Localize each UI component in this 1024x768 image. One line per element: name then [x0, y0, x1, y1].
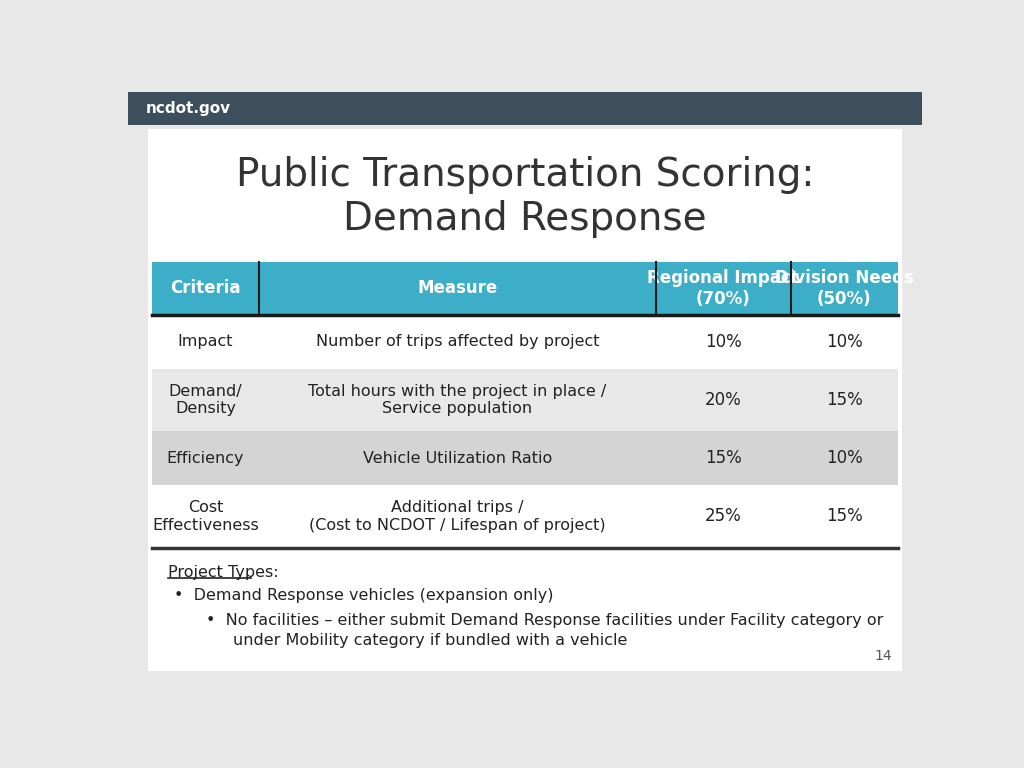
Text: 15%: 15% — [825, 508, 862, 525]
Text: Measure: Measure — [417, 280, 498, 297]
Text: under Mobility category if bundled with a vehicle: under Mobility category if bundled with … — [232, 634, 627, 648]
Bar — [655, 315, 791, 369]
Bar — [152, 369, 259, 431]
Text: 14: 14 — [874, 650, 892, 664]
Text: ncdot.gov: ncdot.gov — [145, 101, 230, 116]
Text: 10%: 10% — [825, 449, 862, 467]
Bar — [259, 485, 655, 548]
Text: Demand Response: Demand Response — [343, 200, 707, 238]
Text: Demand/
Density: Demand/ Density — [169, 384, 243, 416]
Bar — [791, 263, 898, 315]
Text: Cost
Effectiveness: Cost Effectiveness — [152, 500, 259, 533]
Bar — [791, 485, 898, 548]
Text: Total hours with the project in place /
Service population: Total hours with the project in place / … — [308, 384, 606, 416]
Bar — [259, 315, 655, 369]
Text: Regional Impact
(70%): Regional Impact (70%) — [647, 269, 799, 308]
Bar — [152, 263, 259, 315]
Text: 20%: 20% — [705, 391, 741, 409]
Bar — [152, 485, 259, 548]
Bar — [259, 369, 655, 431]
Bar — [655, 431, 791, 485]
Bar — [152, 315, 259, 369]
Text: Project Types:: Project Types: — [168, 565, 279, 581]
Bar — [791, 431, 898, 485]
Text: Efficiency: Efficiency — [167, 451, 244, 465]
Text: 10%: 10% — [705, 333, 741, 351]
Text: Criteria: Criteria — [170, 280, 241, 297]
Text: Public Transportation Scoring:: Public Transportation Scoring: — [236, 156, 814, 194]
Bar — [655, 263, 791, 315]
Bar — [791, 315, 898, 369]
Bar — [259, 431, 655, 485]
Text: 15%: 15% — [825, 391, 862, 409]
Bar — [152, 431, 259, 485]
Bar — [259, 263, 655, 315]
Bar — [128, 92, 922, 124]
Text: 10%: 10% — [825, 333, 862, 351]
Text: Additional trips /
(Cost to NCDOT / Lifespan of project): Additional trips / (Cost to NCDOT / Life… — [309, 500, 605, 533]
Text: Division Needs
(50%): Division Needs (50%) — [775, 269, 913, 308]
Text: •  Demand Response vehicles (expansion only): • Demand Response vehicles (expansion on… — [174, 588, 554, 603]
Text: 25%: 25% — [705, 508, 741, 525]
Bar — [655, 369, 791, 431]
Text: •  No facilities – either submit Demand Response facilities under Facility categ: • No facilities – either submit Demand R… — [206, 613, 883, 627]
Bar — [655, 485, 791, 548]
Text: Impact: Impact — [177, 334, 233, 349]
Text: Vehicle Utilization Ratio: Vehicle Utilization Ratio — [362, 451, 552, 465]
Text: Number of trips affected by project: Number of trips affected by project — [315, 334, 599, 349]
Bar — [791, 369, 898, 431]
Text: 15%: 15% — [705, 449, 741, 467]
